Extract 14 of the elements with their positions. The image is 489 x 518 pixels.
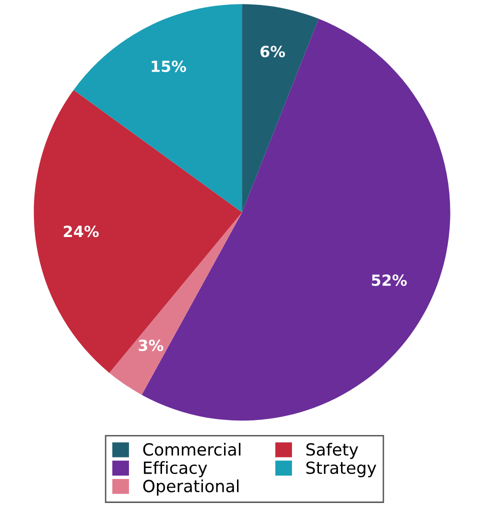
data-label: 6%	[260, 46, 285, 58]
legend-label: Safety	[306, 442, 358, 459]
data-label: 15%	[152, 60, 186, 72]
legend-label: Commercial	[143, 442, 240, 456]
data-label: 52%	[372, 274, 407, 286]
pie-slice	[242, 4, 319, 212]
pie-slice	[34, 90, 242, 373]
data-label: 24%	[64, 226, 99, 238]
legend-label: Strategy	[306, 461, 376, 478]
data-label: 3%	[138, 340, 164, 352]
legend-label: Operational	[143, 479, 239, 496]
pie-slice	[109, 212, 242, 395]
pie-slice	[74, 4, 242, 212]
legend-label: Efficacy	[144, 461, 208, 478]
